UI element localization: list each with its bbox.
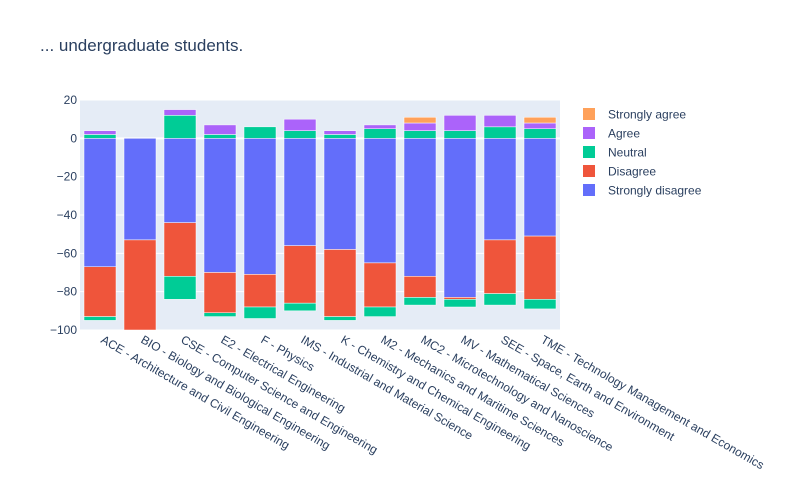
bar-segment[interactable]: [363, 138, 397, 264]
bar-segment[interactable]: [323, 138, 357, 250]
chart-title: ... undergraduate students.: [40, 36, 243, 55]
bar-segment[interactable]: [483, 293, 517, 306]
bar-segment[interactable]: [83, 130, 117, 135]
y-tick-label: −60: [57, 246, 78, 260]
legend-label: Disagree: [608, 165, 656, 179]
bar-segment[interactable]: [163, 222, 197, 277]
y-axis-ticks: −100 −80 −60 −40 −20 0 20: [50, 93, 77, 337]
bar-segment[interactable]: [443, 130, 477, 139]
bar-segment[interactable]: [363, 262, 397, 308]
bar-segment[interactable]: [523, 128, 557, 139]
bar-segment[interactable]: [483, 126, 517, 139]
y-tick-label: 0: [70, 131, 77, 145]
x-axis-ticks: ACE - Architecture and Civil Engineering…: [99, 332, 767, 472]
y-tick-label: −40: [57, 208, 78, 222]
bar-segment[interactable]: [283, 138, 317, 246]
bar-segment[interactable]: [83, 316, 117, 321]
bar-segment[interactable]: [243, 306, 277, 319]
legend-label: Strongly agree: [608, 108, 686, 122]
bar-segment[interactable]: [363, 306, 397, 317]
bar-segment[interactable]: [163, 276, 197, 300]
bar-segment[interactable]: [123, 239, 157, 331]
bar-segment[interactable]: [483, 138, 517, 241]
bar-segment[interactable]: [523, 122, 557, 129]
bar-segment[interactable]: [403, 138, 437, 277]
bar-segment[interactable]: [283, 118, 317, 131]
bar-segment[interactable]: [163, 138, 197, 223]
legend-swatch: [583, 165, 595, 177]
legend-item[interactable]: Strongly disagree: [583, 184, 702, 198]
bar-segment[interactable]: [403, 117, 437, 124]
bar-segment[interactable]: [323, 130, 357, 135]
y-tick-label: 20: [64, 93, 78, 107]
bar-segment[interactable]: [403, 276, 437, 298]
legend-swatch: [583, 127, 595, 139]
bar-segment[interactable]: [243, 274, 277, 308]
bar-segment[interactable]: [283, 302, 317, 312]
legend[interactable]: Strongly agree Agree Neutral Disagree Strong…: [583, 108, 702, 198]
legend-item[interactable]: Strongly agree: [583, 108, 686, 122]
bar-segment[interactable]: [483, 115, 517, 128]
bars-group: [83, 109, 557, 331]
y-tick-label: −80: [57, 285, 78, 299]
bar-segment[interactable]: [523, 117, 557, 124]
gridlines: [80, 99, 560, 331]
bar-segment[interactable]: [403, 122, 437, 131]
bar-segment[interactable]: [523, 299, 557, 310]
bar-segment[interactable]: [83, 266, 117, 317]
bar-segment[interactable]: [403, 297, 437, 306]
y-tick-label: −20: [57, 170, 78, 184]
bar-segment[interactable]: [243, 138, 277, 275]
legend-item[interactable]: Neutral: [583, 146, 647, 160]
bar-segment[interactable]: [203, 138, 237, 273]
bar-segment[interactable]: [283, 130, 317, 139]
bar-segment[interactable]: [443, 297, 477, 300]
bar-segment[interactable]: [163, 109, 197, 116]
bar-segment[interactable]: [443, 299, 477, 308]
y-tick-label: −100: [50, 323, 77, 337]
bar-segment[interactable]: [363, 124, 397, 129]
bar-segment[interactable]: [203, 134, 237, 139]
legend-swatch: [583, 146, 595, 158]
bar-segment[interactable]: [163, 115, 197, 139]
legend-swatch: [583, 108, 595, 120]
legend-label: Strongly disagree: [608, 184, 702, 198]
legend-label: Agree: [608, 127, 640, 141]
legend-label: Neutral: [608, 146, 647, 160]
legend-item[interactable]: Disagree: [583, 165, 656, 179]
bar-segment[interactable]: [83, 138, 117, 267]
bar-segment[interactable]: [443, 138, 477, 298]
bar-segment[interactable]: [363, 128, 397, 139]
legend-swatch: [583, 184, 595, 196]
bar-segment[interactable]: [443, 115, 477, 131]
legend-item[interactable]: Agree: [583, 127, 640, 141]
bar-segment[interactable]: [523, 235, 557, 300]
bar-segment[interactable]: [243, 126, 277, 139]
bar-segment[interactable]: [403, 130, 437, 139]
bar-segment[interactable]: [203, 124, 237, 135]
bar-segment[interactable]: [323, 134, 357, 139]
bar-segment[interactable]: [523, 138, 557, 237]
bar-segment[interactable]: [83, 134, 117, 139]
bar-segment[interactable]: [203, 272, 237, 313]
bar-segment[interactable]: [283, 245, 317, 304]
bar-segment[interactable]: [203, 312, 237, 317]
bar-segment[interactable]: [483, 239, 517, 294]
bar-segment[interactable]: [323, 249, 357, 317]
bar-segment[interactable]: [323, 316, 357, 321]
bar-segment[interactable]: [123, 138, 157, 241]
